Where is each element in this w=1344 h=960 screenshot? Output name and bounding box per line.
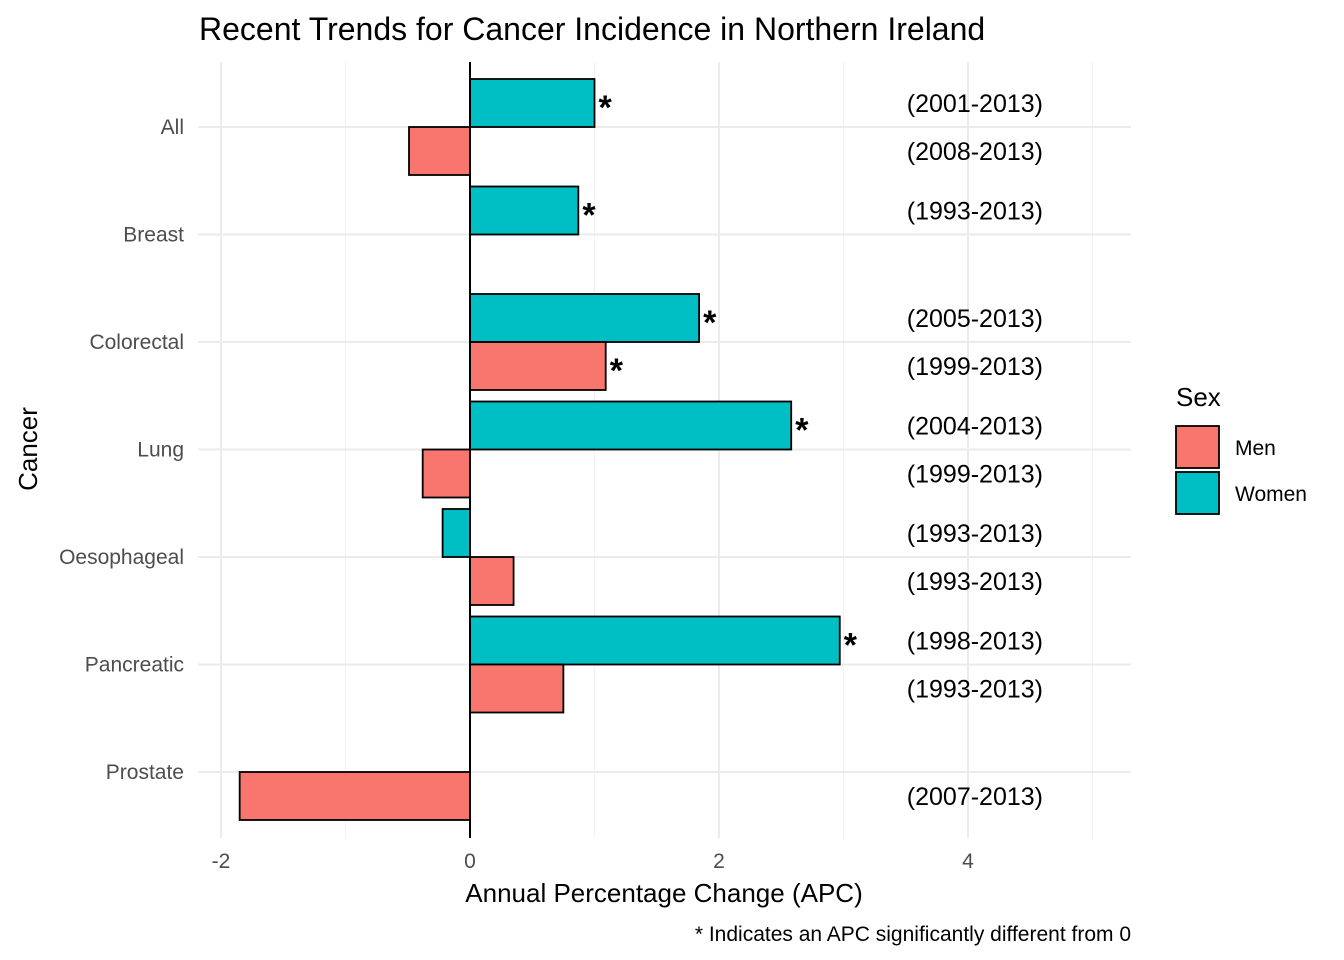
x-axis-title: Annual Percentage Change (APC) bbox=[465, 878, 862, 908]
period-label: (1993-2013) bbox=[907, 676, 1043, 704]
bar-women bbox=[469, 185, 580, 236]
legend-entries: Men Women bbox=[1175, 425, 1307, 515]
bar-men bbox=[238, 771, 471, 821]
legend-label: Women bbox=[1235, 483, 1307, 506]
x-tick-label: 4 bbox=[962, 850, 974, 873]
period-label: (2005-2013) bbox=[907, 305, 1043, 333]
chart-title: Recent Trends for Cancer Incidence in No… bbox=[199, 11, 985, 47]
legend-key bbox=[1175, 425, 1220, 469]
period-label: (2008-2013) bbox=[907, 138, 1043, 166]
bar-men bbox=[408, 126, 471, 176]
x-tick-label: 2 bbox=[713, 850, 725, 873]
bar-women bbox=[469, 78, 596, 128]
significance-marker: * bbox=[610, 352, 624, 390]
period-label: (2007-2013) bbox=[907, 783, 1043, 811]
y-tick-label: Colorectal bbox=[89, 331, 184, 354]
y-tick-label: All bbox=[161, 116, 184, 139]
bar-men bbox=[469, 556, 515, 606]
y-axis-title: Cancer bbox=[13, 407, 43, 491]
significance-marker: * bbox=[582, 197, 596, 235]
significance-marker: * bbox=[795, 412, 809, 450]
bar-women bbox=[469, 293, 700, 343]
significance-marker: * bbox=[599, 89, 613, 127]
y-tick-label: Prostate bbox=[106, 761, 184, 784]
bar-women bbox=[469, 400, 793, 451]
y-tick-label: Pancreatic bbox=[85, 654, 184, 677]
bar-men bbox=[469, 341, 607, 391]
significance-marker: * bbox=[844, 627, 858, 665]
bar-men bbox=[469, 663, 565, 714]
legend-label: Men bbox=[1235, 437, 1276, 460]
y-tick-label: Oesophageal bbox=[59, 546, 184, 569]
y-tick-label: Breast bbox=[123, 224, 184, 247]
bars bbox=[238, 78, 841, 821]
legend-key bbox=[1175, 471, 1220, 515]
annotations: * (2001-2013) * (1993-2013) * (2005-2013) * (20… bbox=[582, 89, 1043, 811]
x-tick-label: 0 bbox=[464, 850, 476, 873]
period-label: (1993-2013) bbox=[907, 198, 1043, 226]
period-label: (1993-2013) bbox=[907, 520, 1043, 548]
legend: Sex Men Women bbox=[1175, 382, 1307, 515]
period-label: (2001-2013) bbox=[907, 90, 1043, 118]
bar-women bbox=[441, 508, 471, 558]
bar-men bbox=[421, 448, 471, 499]
x-tick-label: -2 bbox=[212, 850, 231, 873]
period-label: (2004-2013) bbox=[907, 413, 1043, 441]
y-tick-label: Lung bbox=[137, 439, 184, 462]
period-label: (1999-2013) bbox=[907, 353, 1043, 381]
period-label: (1999-2013) bbox=[907, 461, 1043, 489]
legend-title: Sex bbox=[1176, 382, 1221, 412]
significance-marker: * bbox=[703, 304, 717, 342]
axes: -2 0 2 4 All Breast Colorectal Lung Oesophageal P… bbox=[59, 116, 974, 873]
bar-women bbox=[469, 615, 841, 666]
caption: * Indicates an APC significantly differe… bbox=[695, 923, 1131, 946]
period-label: (1993-2013) bbox=[907, 568, 1043, 596]
period-label: (1998-2013) bbox=[907, 628, 1043, 656]
